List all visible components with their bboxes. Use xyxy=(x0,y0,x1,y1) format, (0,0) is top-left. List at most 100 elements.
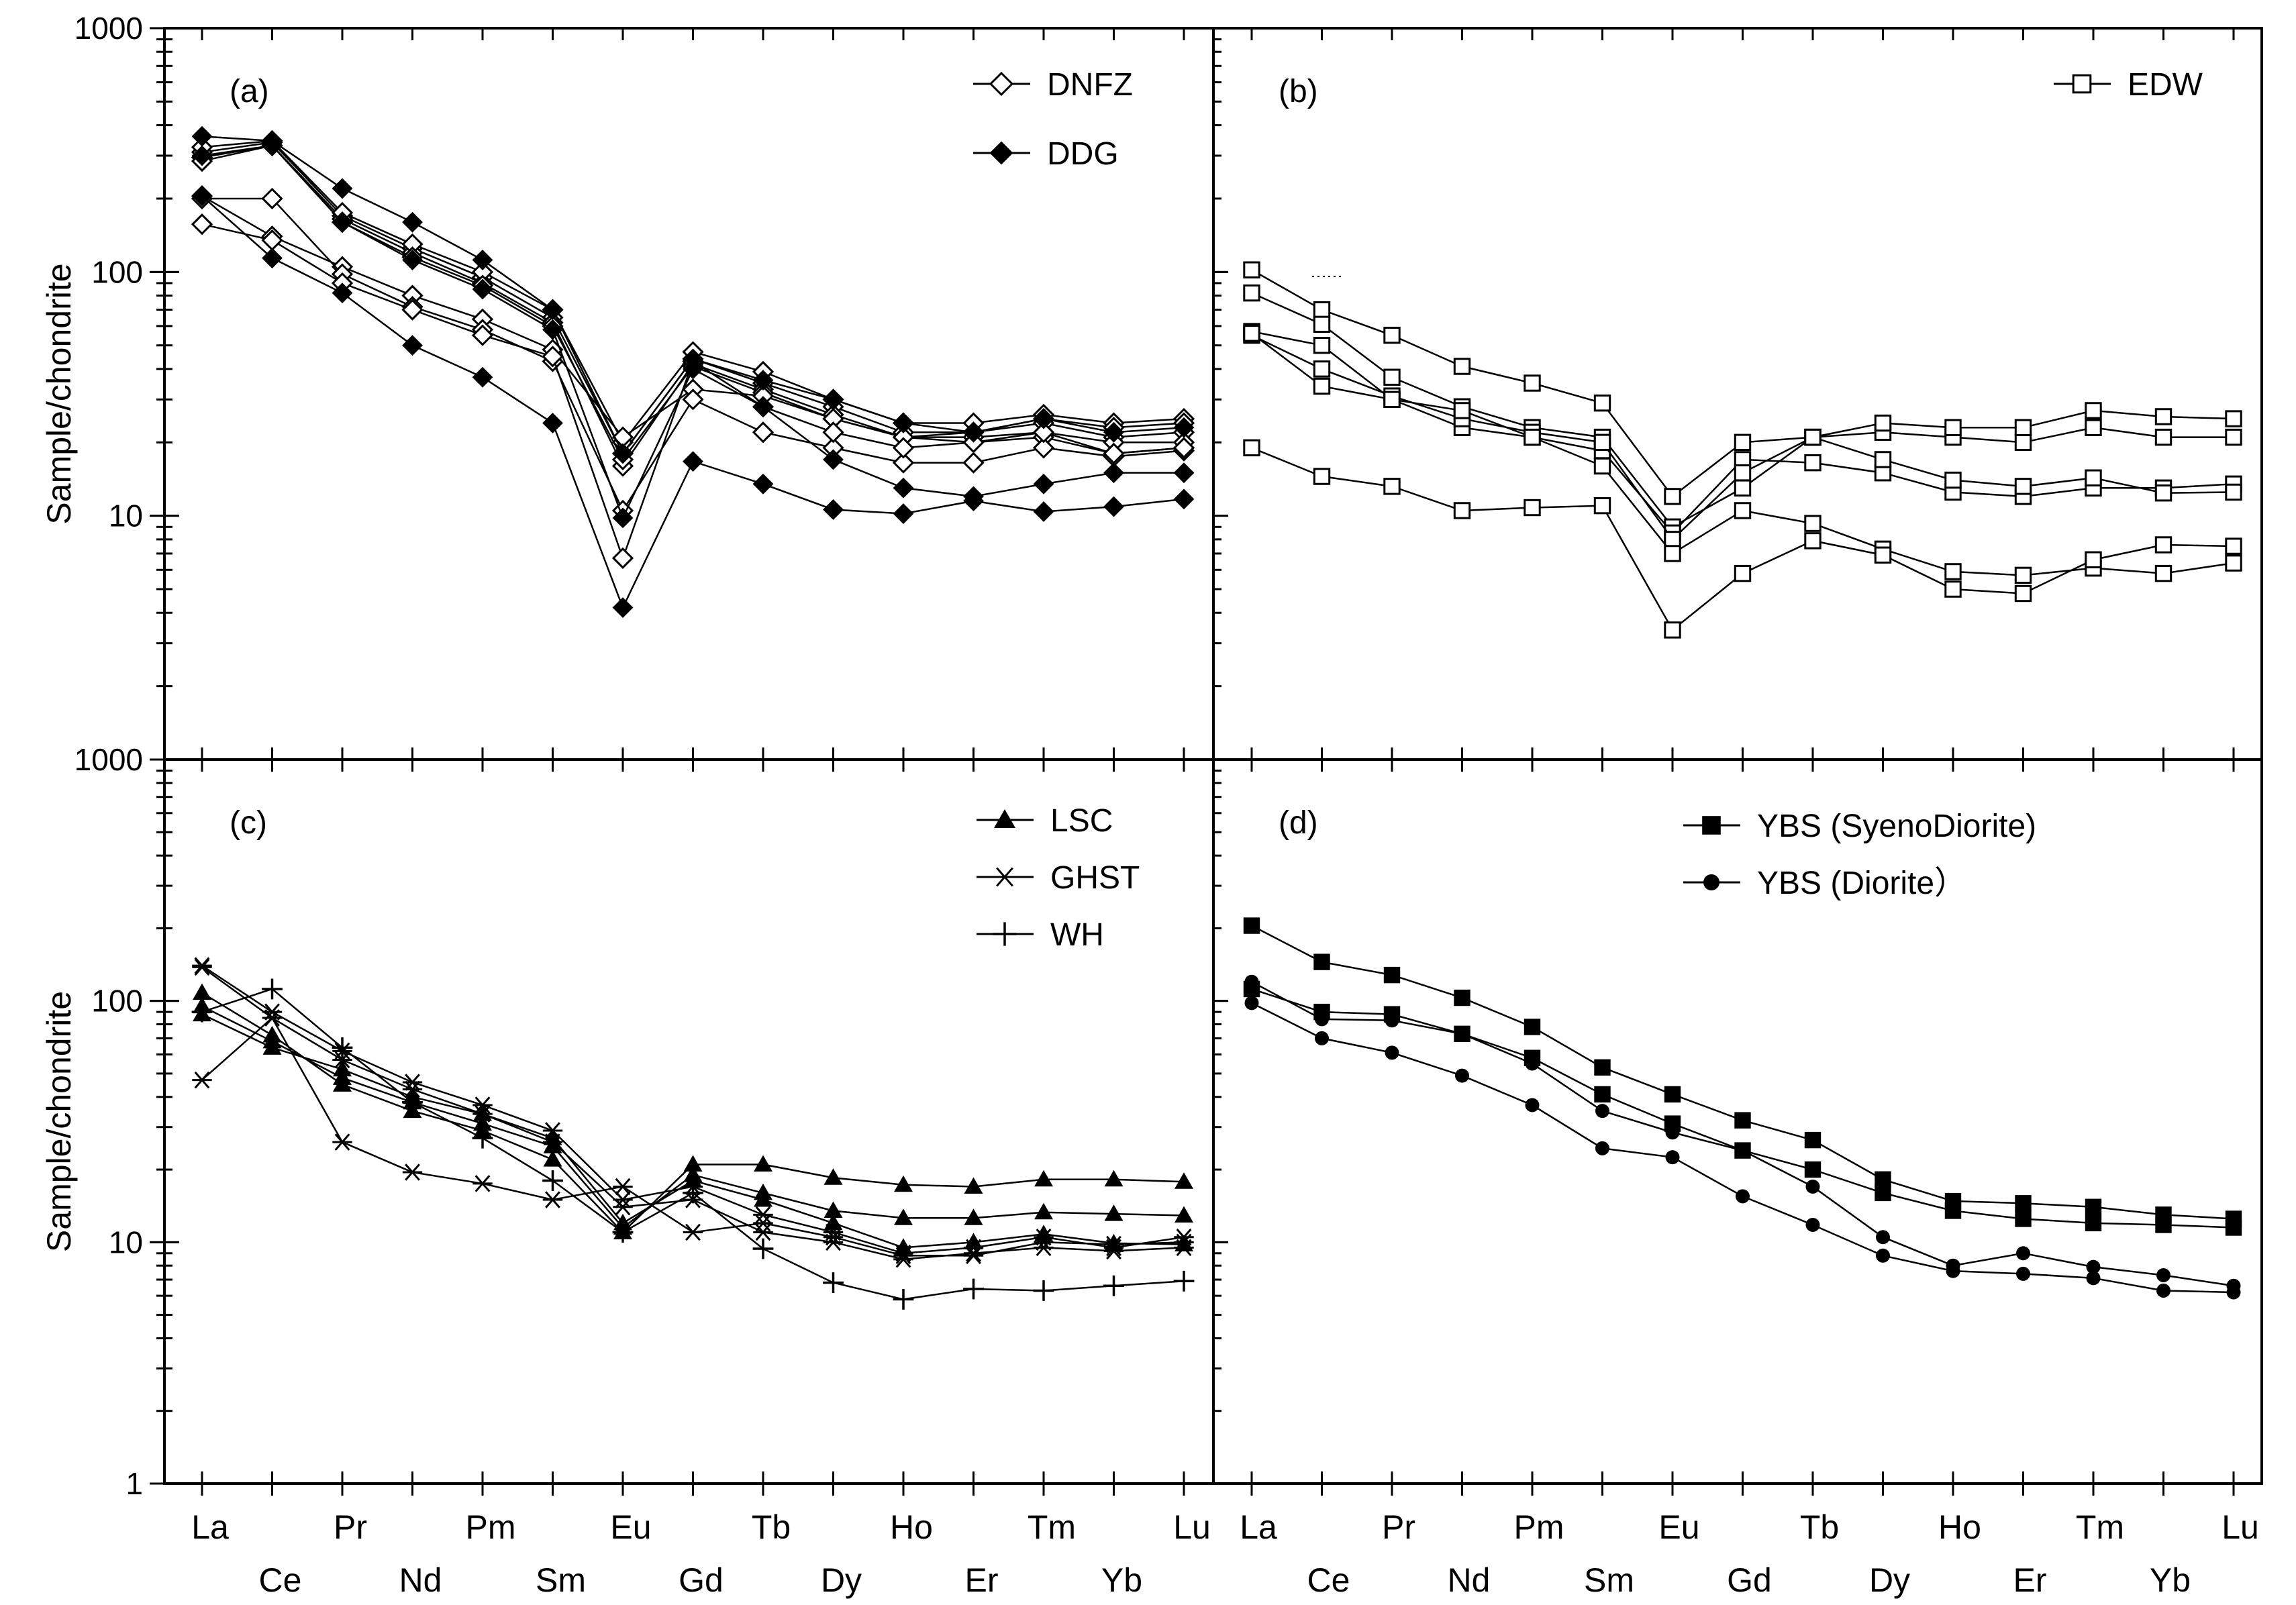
plus-marker xyxy=(893,1289,914,1310)
square-open-marker xyxy=(1313,468,1331,485)
square-open-marker xyxy=(2014,419,2032,436)
diamond-filled-marker xyxy=(542,319,563,340)
square-filled-marker xyxy=(2155,1216,2172,1233)
asterisk-marker xyxy=(332,1051,352,1069)
circle-filled-marker xyxy=(1455,1027,1469,1041)
circle-filled-marker xyxy=(1595,1104,1609,1119)
legend-label: YBS (Diorite） xyxy=(1757,866,1966,901)
triangle-filled-marker xyxy=(543,1150,562,1167)
square-open-marker xyxy=(1874,414,1892,432)
y-tick-label-1000: 1000 xyxy=(74,742,143,777)
series-ddg-9 xyxy=(191,135,1195,529)
diamond-filled-marker xyxy=(1173,488,1195,510)
panel-c: 1000 100 10 1 (c) LSC GHST WH xyxy=(74,742,1195,1501)
legend-label: YBS (SyenoDiorite) xyxy=(1757,809,2036,844)
plus-marker xyxy=(191,1001,213,1023)
diamond-filled-marker xyxy=(752,396,774,417)
series-edw-1 xyxy=(1243,284,2242,535)
square-open-marker xyxy=(1243,439,1260,457)
triangle-filled-marker xyxy=(683,1155,703,1172)
square-open-marker xyxy=(1383,391,1401,409)
legend-label: DDG xyxy=(1047,136,1119,172)
square-open-marker xyxy=(1453,502,1471,519)
square-open-marker xyxy=(1874,546,1892,564)
x-label-sm: Sm xyxy=(536,1561,586,1599)
circle-filled-marker xyxy=(2226,1285,2241,1300)
panel-label: (c) xyxy=(230,805,267,841)
circle-filled-marker xyxy=(2156,1267,2170,1282)
square-open-marker xyxy=(2085,551,2102,568)
square-open-marker xyxy=(1944,563,1962,580)
square-open-marker xyxy=(2225,410,2242,427)
asterisk-marker xyxy=(542,1133,563,1151)
diamond-open-marker xyxy=(191,213,213,236)
diamond-open-marker xyxy=(892,452,915,474)
circle-filled-marker xyxy=(2086,1259,2101,1274)
square-open-marker xyxy=(1593,497,1611,515)
square-open-marker xyxy=(2154,428,2173,446)
asterisk-marker xyxy=(472,1105,493,1123)
square-open-marker xyxy=(1593,433,1611,451)
square-filled-marker xyxy=(1243,917,1260,934)
square-open-marker xyxy=(1664,621,1681,639)
square-open-marker xyxy=(2154,564,2173,582)
square-open-marker xyxy=(2072,74,2092,94)
square-open-marker xyxy=(1383,368,1401,386)
x-label-yb: Yb xyxy=(2150,1561,2191,1599)
triangle-filled-marker xyxy=(1104,1204,1124,1221)
x-label-tb: Tb xyxy=(1800,1508,1839,1546)
diamond-filled-marker xyxy=(542,413,563,433)
y-axis-ticks xyxy=(1213,758,1228,1485)
square-filled-marker xyxy=(1875,1171,1891,1188)
square-open-marker xyxy=(1734,564,1752,582)
diamond-open-marker xyxy=(1032,437,1055,459)
panel-d: (d) YBS (SyenoDiorite) YBS (Diorite） xyxy=(1213,758,2242,1496)
diamond-open-marker xyxy=(471,324,494,346)
x-axis-ticks xyxy=(201,28,1185,760)
plus-marker xyxy=(963,1278,984,1300)
legend: YBS (SyenoDiorite) YBS (Diorite） xyxy=(1683,809,2036,901)
square-open-marker xyxy=(1383,478,1401,495)
asterisk-marker xyxy=(613,1178,633,1196)
square-filled-marker xyxy=(1875,1184,1891,1202)
square-filled-marker xyxy=(2015,1195,2032,1212)
series-wh-6 xyxy=(191,978,1195,1310)
square-open-marker xyxy=(1313,360,1331,378)
diamond-filled-marker xyxy=(1173,462,1195,484)
diamond-filled-marker xyxy=(612,597,634,618)
x-axis-ticks xyxy=(1250,28,2235,760)
x-label-la: La xyxy=(1240,1508,1277,1546)
panel-a: 1000 100 10 (a) DNFZ DDG xyxy=(74,11,1195,761)
x-label-ho: Ho xyxy=(890,1508,933,1546)
asterisk-marker xyxy=(613,1198,633,1216)
asterisk-marker xyxy=(893,1247,913,1265)
diamond-filled-marker xyxy=(989,141,1013,165)
asterisk-marker xyxy=(472,1096,493,1114)
diamond-filled-marker xyxy=(402,211,423,233)
square-filled-marker xyxy=(2085,1198,2102,1215)
plus-marker xyxy=(612,1222,634,1243)
plus-marker xyxy=(1173,1270,1195,1292)
legend-label: LSC xyxy=(1050,803,1113,839)
y-axis-ticks xyxy=(150,758,179,1485)
diamond-filled-marker xyxy=(402,250,423,270)
square-open-marker xyxy=(2014,478,2032,495)
series-ybs-syenodiorite--0 xyxy=(1243,917,2242,1227)
square-open-marker xyxy=(1734,479,1752,497)
square-open-marker xyxy=(1804,454,1821,472)
y-tick-label-10: 10 xyxy=(109,499,143,533)
triangle-filled-marker xyxy=(823,1201,843,1218)
square-open-marker xyxy=(1874,451,1892,468)
triangle-filled-marker xyxy=(1175,1172,1193,1189)
triangle-filled-marker xyxy=(333,1059,352,1077)
diamond-filled-marker xyxy=(262,248,283,269)
triangle-filled-marker xyxy=(894,1208,913,1225)
plus-marker xyxy=(542,1170,563,1191)
square-open-marker xyxy=(1664,488,1681,505)
diamond-filled-marker xyxy=(472,250,493,270)
x-label-ho: Ho xyxy=(1938,1508,1981,1546)
square-open-marker xyxy=(1524,374,1541,392)
square-open-marker xyxy=(2154,408,2173,425)
x-label-nd: Nd xyxy=(399,1561,442,1599)
x-label-tb: Tb xyxy=(752,1508,791,1546)
